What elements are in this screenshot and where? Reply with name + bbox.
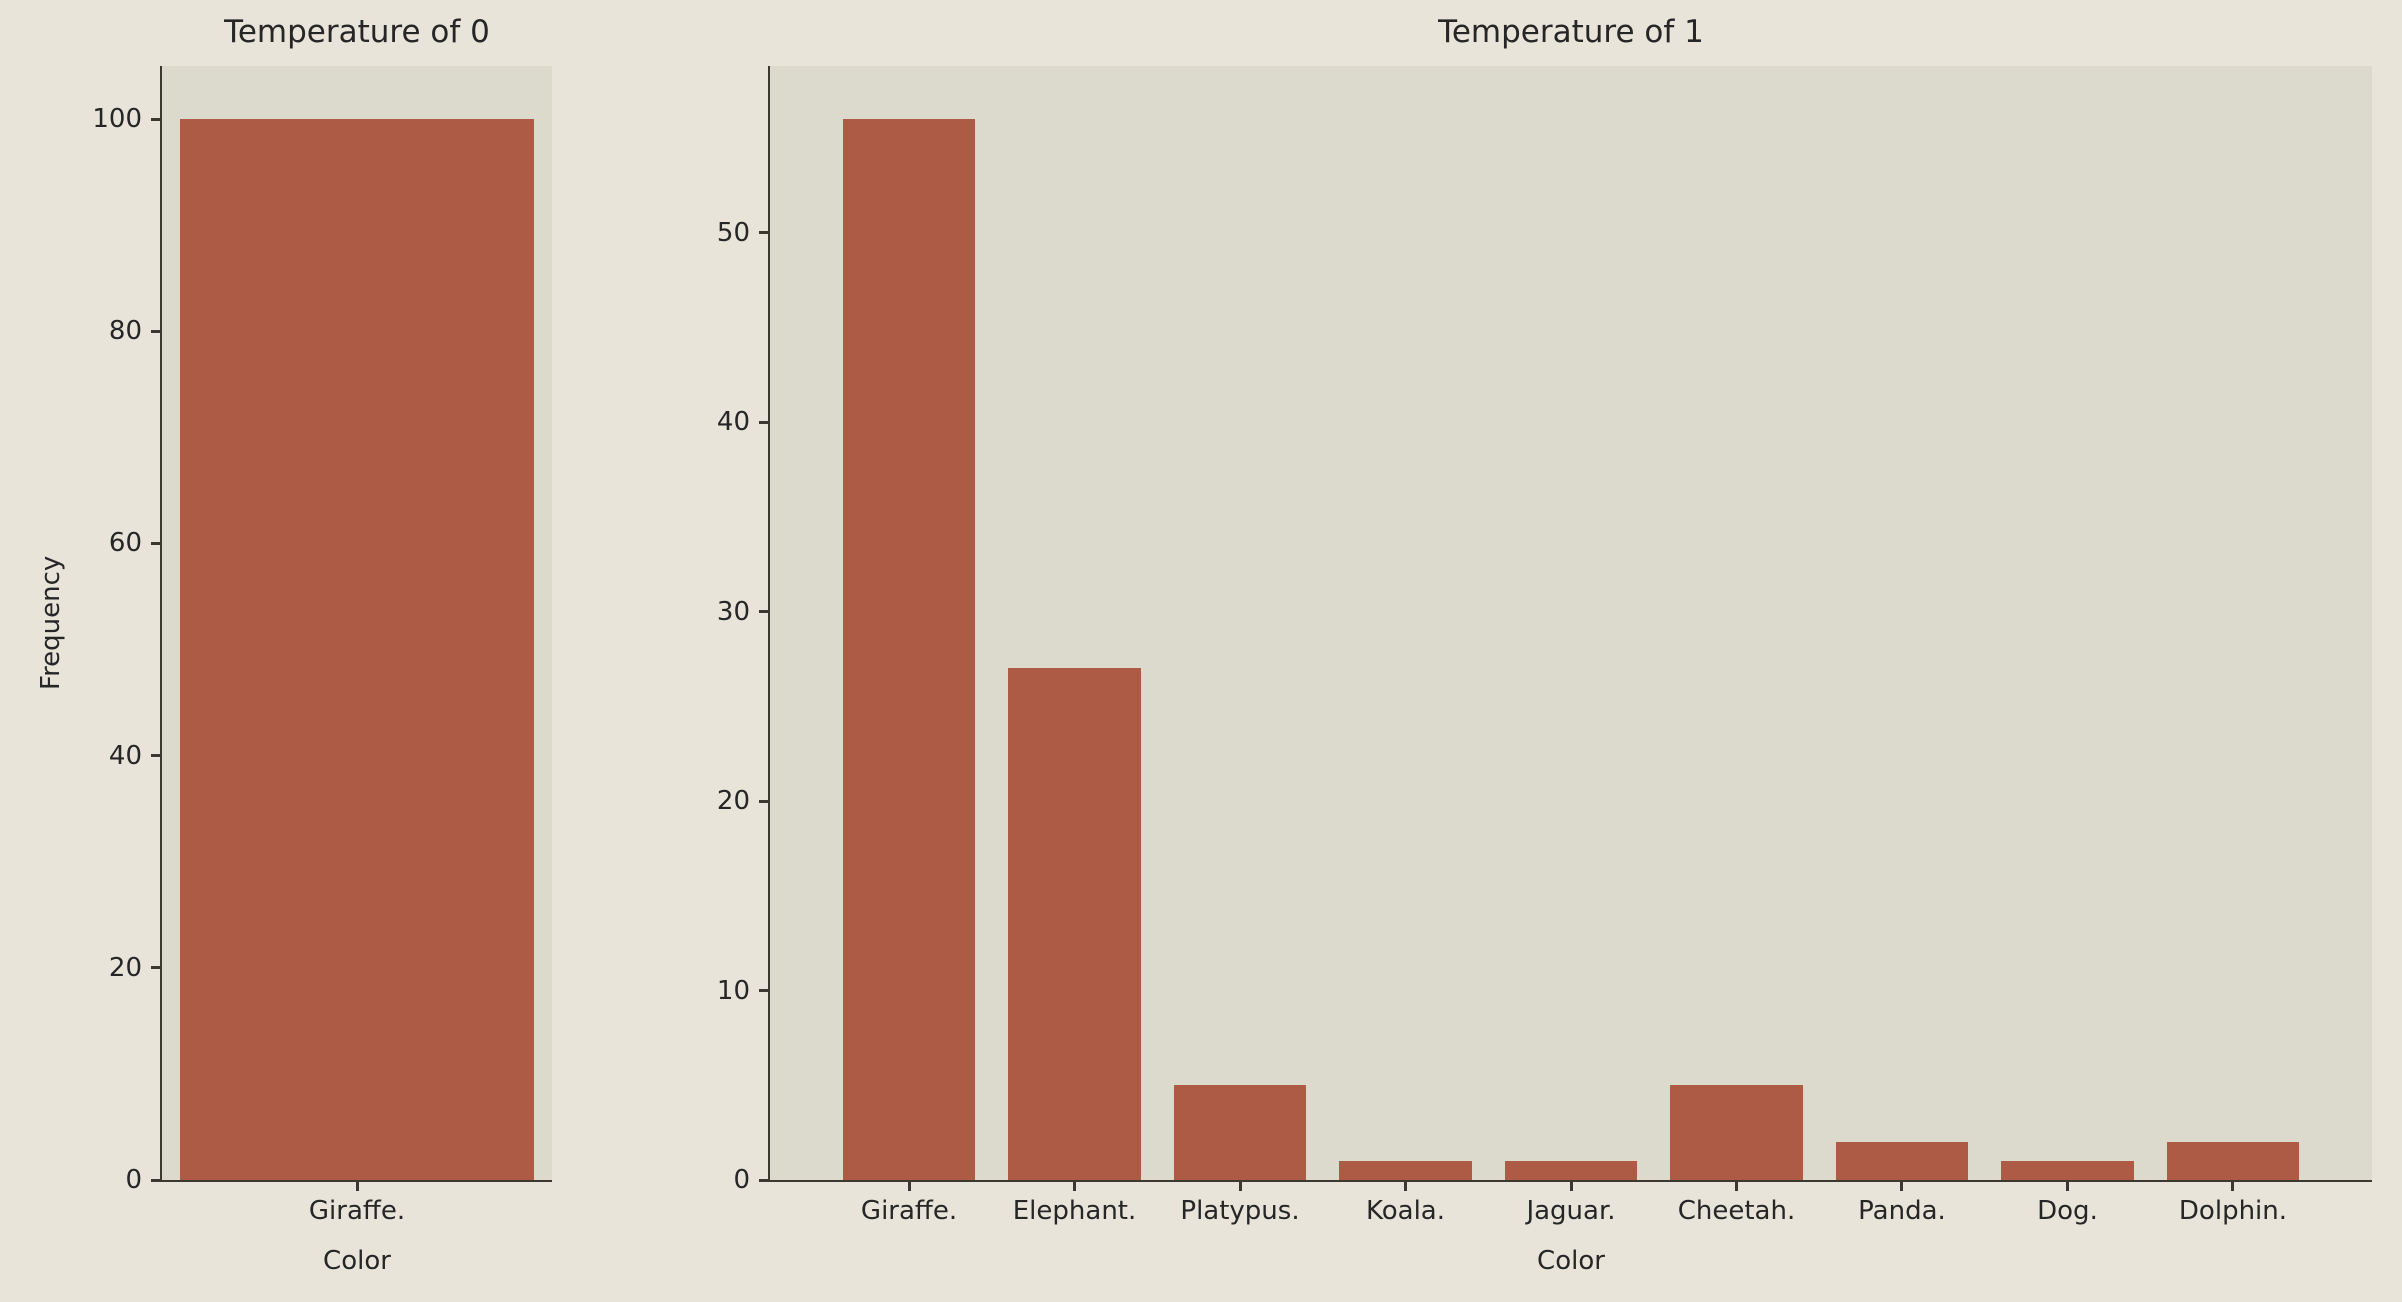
y-tick-label: 40: [716, 407, 750, 438]
x-tick-mark: [355, 1180, 359, 1191]
chart-title: Temperature of 1: [1438, 14, 1704, 50]
bar: [842, 119, 976, 1180]
x-tick-label: Giraffe.: [308, 1196, 406, 1226]
x-tick-mark: [2231, 1180, 2235, 1191]
y-tick-mark: [151, 329, 162, 333]
y-tick-mark: [151, 541, 162, 545]
x-tick-label: Cheetah.: [1677, 1196, 1796, 1226]
x-axis-label: Color: [323, 1246, 391, 1276]
y-tick-label: 30: [716, 596, 750, 627]
y-tick-mark: [759, 420, 770, 424]
x-tick-label: Koala.: [1365, 1196, 1446, 1226]
y-tick-mark: [759, 231, 770, 235]
x-tick-label: Panda.: [1858, 1196, 1946, 1226]
x-tick-label: Dolphin.: [2178, 1196, 2288, 1226]
temperature-0-plot-area: Temperature of 0 Frequency Color 0 20 40 60…: [36, 14, 552, 1276]
y-tick-mark: [759, 989, 770, 993]
y-tick-label: 40: [108, 740, 142, 771]
bar: [1008, 668, 1141, 1180]
x-tick-label: Platypus.: [1180, 1196, 1300, 1226]
y-tick-label: 20: [716, 786, 750, 817]
y-tick-label: 60: [108, 528, 142, 559]
bar: [2001, 1161, 2134, 1180]
y-tick-mark: [151, 966, 162, 970]
x-tick-mark: [1238, 1180, 1242, 1191]
y-tick-label: 80: [108, 316, 142, 347]
y-tick-mark: [151, 754, 162, 758]
bar: [1504, 1161, 1638, 1180]
x-tick-mark: [1569, 1180, 1573, 1191]
y-tick-label: 0: [125, 1165, 142, 1195]
y-tick-mark: [759, 1178, 770, 1182]
bar: [1670, 1085, 1803, 1180]
y-tick-mark: [151, 117, 162, 121]
bar: [1835, 1142, 1969, 1180]
x-tick-label: Giraffe.: [860, 1196, 958, 1226]
x-axis-label: Color: [1537, 1246, 1605, 1276]
bar: [1173, 1085, 1307, 1180]
bar: [1339, 1161, 1472, 1180]
y-tick-label: 50: [716, 217, 750, 248]
x-tick-mark: [2065, 1180, 2069, 1191]
x-tick-label: Elephant.: [1012, 1196, 1137, 1226]
x-tick-mark: [1900, 1180, 1904, 1191]
y-axis-label: Frequency: [36, 555, 66, 691]
y-tick-label: 100: [92, 104, 142, 135]
y-tick-mark: [759, 610, 770, 614]
x-tick-label: Jaguar.: [1526, 1196, 1616, 1226]
bar: [179, 119, 535, 1180]
y-tick-mark: [151, 1178, 162, 1182]
bar: [2166, 1142, 2300, 1180]
x-tick-mark: [1404, 1180, 1407, 1191]
x-tick-mark: [1073, 1180, 1076, 1191]
y-tick-label: 10: [716, 975, 750, 1006]
x-tick-mark: [1734, 1180, 1738, 1191]
x-tick-mark: [907, 1180, 911, 1191]
chart-title: Temperature of 0: [224, 14, 490, 50]
y-tick-mark: [759, 799, 770, 803]
y-tick-label: 20: [108, 952, 142, 983]
y-tick-label: 0: [733, 1165, 750, 1195]
temperature-1-plot-area: Temperature of 1 Color 0 10 20 30 40 50 Giraff…: [717, 14, 2372, 1276]
x-tick-label: Dog.: [2037, 1196, 2098, 1226]
